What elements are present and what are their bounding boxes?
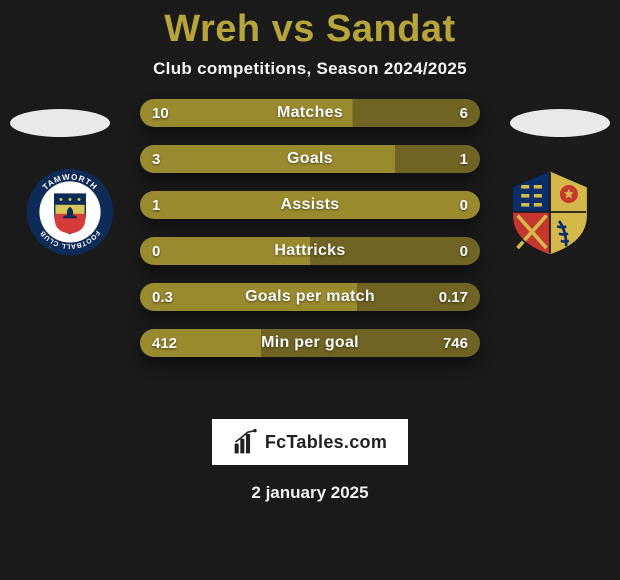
stat-value-left: 412 <box>152 335 177 352</box>
stats-rows: 10 Matches 6 3 Goals 1 1 Assists 0 0 Hattricks 0 0.3… <box>140 99 480 375</box>
watermark: FcTables.com <box>212 419 408 465</box>
stat-row: 0 Hattricks 0 <box>140 237 480 265</box>
stat-value-right: 1 <box>460 151 468 168</box>
stat-value-left: 0.3 <box>152 289 173 306</box>
stat-value-right: 0.17 <box>439 289 468 306</box>
stat-label: Matches <box>277 104 343 122</box>
stat-row: 10 Matches 6 <box>140 99 480 127</box>
title-vs: vs <box>272 8 315 50</box>
left-ellipse <box>10 109 110 137</box>
stat-label: Goals per match <box>245 288 375 306</box>
stat-value-right: 746 <box>443 335 468 352</box>
stat-value-right: 6 <box>460 105 468 122</box>
stat-label: Hattricks <box>274 242 345 260</box>
subtitle: Club competitions, Season 2024/2025 <box>0 59 620 79</box>
stat-row: 412 Min per goal 746 <box>140 329 480 357</box>
club-badge-right <box>505 167 595 257</box>
wealdstone-crest-icon <box>505 167 595 257</box>
club-badge-left: TAMWORTH FOOTBALL CLUB <box>25 167 115 257</box>
stat-label: Assists <box>280 196 339 214</box>
stat-row: 3 Goals 1 <box>140 145 480 173</box>
comparison-stage: TAMWORTH FOOTBALL CLUB <box>0 99 620 399</box>
stat-value-right: 0 <box>460 197 468 214</box>
stat-value-left: 10 <box>152 105 169 122</box>
stat-value-right: 0 <box>460 243 468 260</box>
tamworth-crest-icon: TAMWORTH FOOTBALL CLUB <box>25 167 115 257</box>
stat-value-left: 3 <box>152 151 160 168</box>
fctables-logo-icon <box>233 429 259 455</box>
right-ellipse <box>510 109 610 137</box>
stat-row: 0.3 Goals per match 0.17 <box>140 283 480 311</box>
title-player-left: Wreh <box>164 8 260 50</box>
stat-row: 1 Assists 0 <box>140 191 480 219</box>
stat-label: Min per goal <box>261 334 359 352</box>
page-title: Wreh vs Sandat <box>0 0 620 51</box>
watermark-text: FcTables.com <box>265 432 387 453</box>
stat-label: Goals <box>287 150 333 168</box>
date: 2 january 2025 <box>0 483 620 503</box>
stat-value-left: 0 <box>152 243 160 260</box>
stat-value-left: 1 <box>152 197 160 214</box>
title-player-right: Sandat <box>326 8 456 50</box>
